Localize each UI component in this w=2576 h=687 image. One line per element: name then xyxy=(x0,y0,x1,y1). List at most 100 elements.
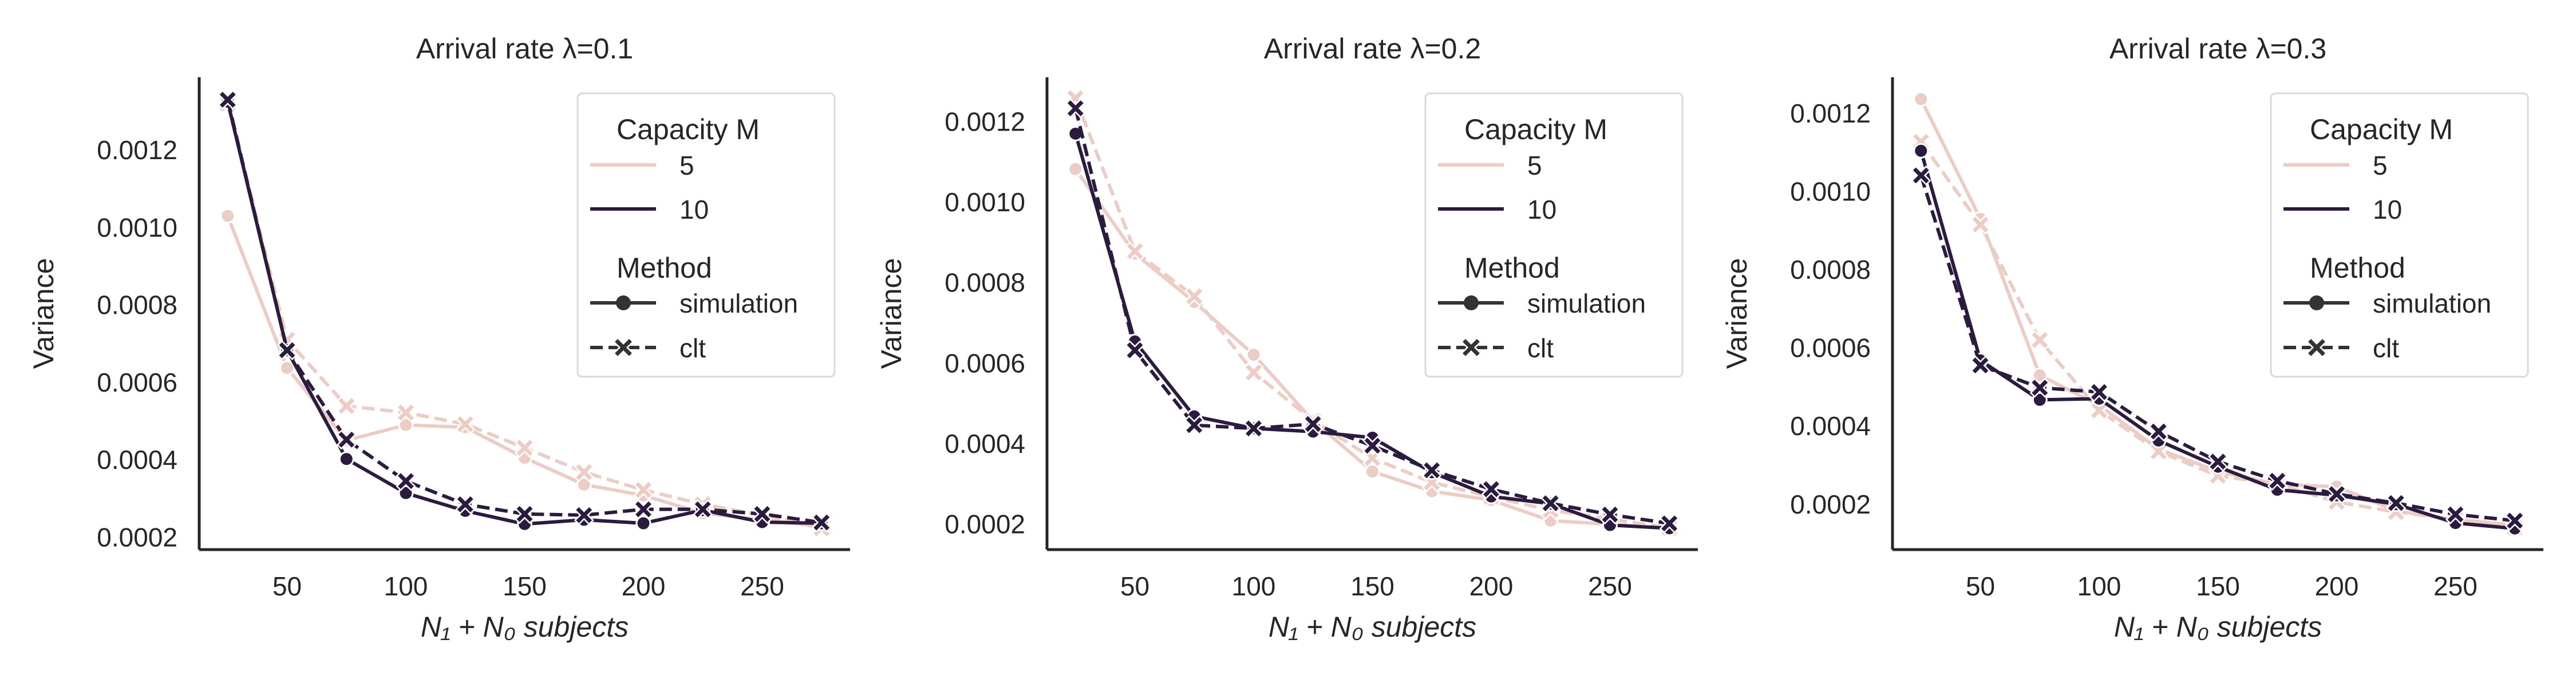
series-10-clt xyxy=(1911,165,2525,531)
data-point-x xyxy=(1602,506,1618,523)
subplot-1: Arrival rate λ=0.1 50 100 150 200 250 0.0002 0.… xyxy=(27,33,850,643)
x-axis-label: N₁ + N₀ subjects xyxy=(1269,611,1476,643)
data-point-circle xyxy=(1365,464,1380,480)
data-point-circle xyxy=(1068,161,1084,177)
y-tick-label: 0.0004 xyxy=(945,429,1025,459)
y-tick-label: 0.0010 xyxy=(97,212,177,242)
legend: Capacity M 5 10 Method simulation clt xyxy=(1424,92,1684,378)
legend-title-method: Method xyxy=(2310,252,2405,284)
series-10-clt xyxy=(218,89,832,533)
subplot-2: Arrival rate λ=0.2 50 100 150 200 250 0.0002 0.… xyxy=(875,33,1698,643)
legend-title-capacity: Capacity M xyxy=(617,113,760,145)
data-point-x xyxy=(338,432,355,448)
data-point-x xyxy=(398,473,414,489)
subplot-3: Arrival rate λ=0.3 50 100 150 200 250 0.0002 0.… xyxy=(1721,33,2543,643)
data-point-x xyxy=(635,501,651,518)
data-point-x xyxy=(2507,512,2523,529)
legend-circle-marker-icon xyxy=(616,295,631,310)
data-point-x xyxy=(457,416,473,432)
data-point-circle xyxy=(220,208,236,224)
y-tick-label: 0.0012 xyxy=(1790,98,1871,128)
y-tick-label: 0.0008 xyxy=(1790,255,1871,285)
legend-label: simulation xyxy=(2373,289,2491,318)
legend-title-method: Method xyxy=(617,252,712,284)
data-point-x xyxy=(398,404,414,421)
legend-x-marker-icon xyxy=(1463,339,1480,356)
data-point-x xyxy=(338,398,355,414)
x-tick-label: 50 xyxy=(1120,571,1149,601)
legend-label: clt xyxy=(1527,333,1554,363)
data-point-x xyxy=(1483,481,1499,498)
data-point-circle xyxy=(2032,392,2048,408)
data-point-x xyxy=(2150,443,2167,460)
data-point-x xyxy=(457,496,473,512)
y-axis-label: Variance xyxy=(875,258,907,369)
data-point-x xyxy=(279,342,295,358)
data-point-circle xyxy=(1913,91,1929,107)
x-tick-label: 100 xyxy=(384,571,428,601)
legend-label: simulation xyxy=(1527,289,1646,318)
data-point-x xyxy=(2032,331,2048,348)
data-point-circle xyxy=(279,360,295,376)
x-tick-label: 200 xyxy=(1469,571,1514,601)
legend-label: 5 xyxy=(1527,151,1542,180)
data-point-x xyxy=(1972,357,1989,374)
y-tick-label: 0.0012 xyxy=(97,135,177,165)
series-line xyxy=(1073,108,1670,526)
data-point-x xyxy=(1246,420,1262,437)
y-tick-label: 0.0002 xyxy=(1790,489,1871,519)
chart-title: Arrival rate λ=0.1 xyxy=(416,33,633,65)
data-point-x xyxy=(2091,384,2107,400)
data-point-x xyxy=(2210,453,2226,470)
x-tick-label: 200 xyxy=(622,571,666,601)
y-tick-label: 0.0004 xyxy=(1790,411,1871,441)
y-tick-label: 0.0008 xyxy=(945,268,1025,298)
y-tick-label: 0.0012 xyxy=(945,106,1025,136)
y-tick-label: 0.0010 xyxy=(945,187,1025,217)
x-axis-label: N₁ + N₀ subjects xyxy=(2114,611,2322,643)
x-tick-label: 50 xyxy=(1966,571,1995,601)
data-point-x xyxy=(1186,288,1203,305)
data-point-x xyxy=(1364,450,1381,467)
data-point-x xyxy=(576,507,592,523)
legend-title-capacity: Capacity M xyxy=(1464,113,1607,145)
data-point-circle xyxy=(576,476,592,492)
y-axis-label: Variance xyxy=(1721,258,1753,369)
legend-label: clt xyxy=(2373,333,2399,363)
data-point-x xyxy=(1067,100,1084,117)
y-tick-label: 0.0006 xyxy=(97,368,177,397)
data-point-x xyxy=(516,506,533,522)
chart-title: Arrival rate λ=0.3 xyxy=(2109,33,2326,65)
data-point-x xyxy=(1913,167,1929,184)
data-point-x xyxy=(2032,380,2048,396)
legend-label: 5 xyxy=(2373,151,2388,180)
series-10-clt xyxy=(1065,98,1680,534)
data-point-x xyxy=(219,92,236,108)
legend-circle-marker-icon xyxy=(1464,295,1479,310)
x-tick-label: 150 xyxy=(503,571,547,601)
y-tick-label: 0.0006 xyxy=(1790,333,1871,363)
data-point-x xyxy=(754,506,771,522)
y-tick-label: 0.0010 xyxy=(1790,176,1871,206)
data-point-x xyxy=(1661,515,1678,532)
y-tick-label: 0.0004 xyxy=(97,445,177,475)
data-point-x xyxy=(2091,402,2107,418)
x-tick-label: 50 xyxy=(272,571,302,601)
legend-x-marker-icon xyxy=(2308,339,2325,356)
data-point-x xyxy=(516,440,533,456)
chart-title: Arrival rate λ=0.2 xyxy=(1264,33,1481,65)
data-point-x xyxy=(694,501,711,518)
data-point-x xyxy=(1542,495,1559,512)
data-point-x xyxy=(1364,437,1381,454)
x-axis-label: N₁ + N₀ subjects xyxy=(421,611,629,643)
legend-label: simulation xyxy=(679,289,798,318)
data-point-x xyxy=(2447,506,2464,523)
data-point-x xyxy=(813,514,830,531)
data-point-x xyxy=(1186,417,1203,433)
legend-label: clt xyxy=(679,333,706,363)
data-point-circle xyxy=(1246,347,1262,363)
y-tick-label: 0.0006 xyxy=(945,348,1025,378)
legend-label: 10 xyxy=(2373,195,2402,224)
x-tick-label: 100 xyxy=(2077,571,2121,601)
data-point-x xyxy=(1972,216,1989,233)
